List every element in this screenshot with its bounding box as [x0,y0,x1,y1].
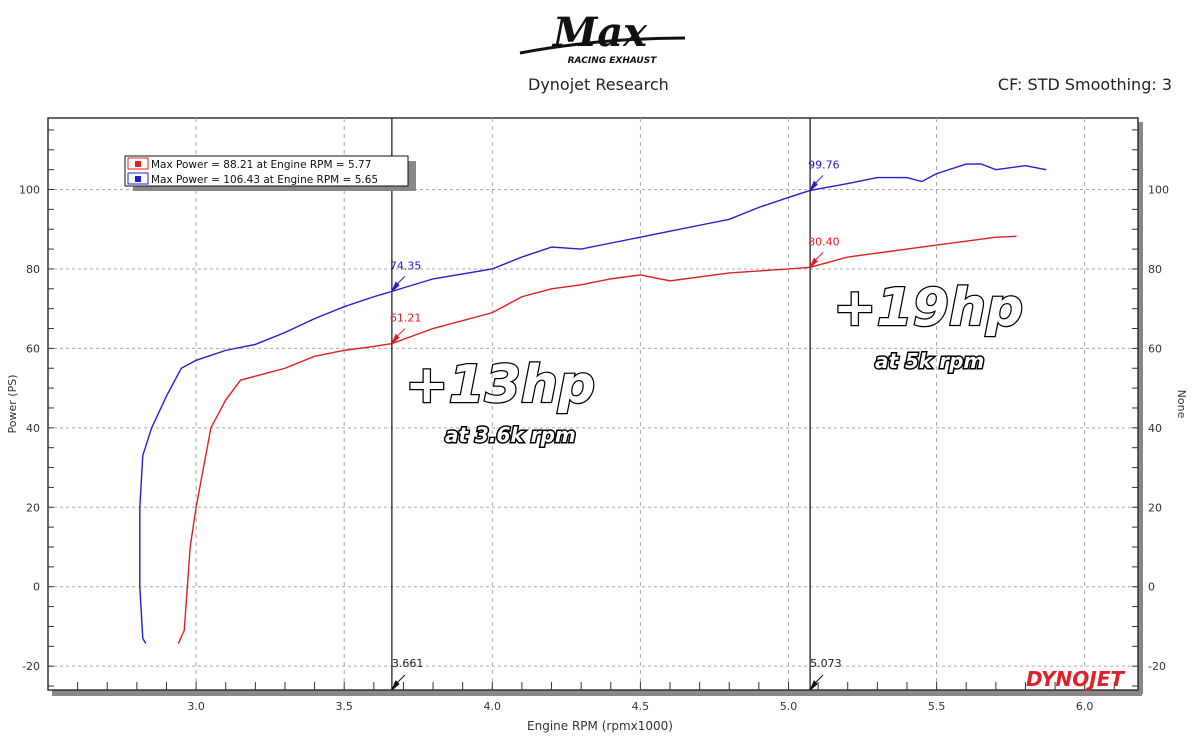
x-tick-label: 4.5 [632,700,650,713]
svg-text:Max: Max [551,9,648,56]
red-cursor-arrow [809,252,824,268]
plot-area [47,117,1139,691]
cursor-rpm-label: 5.073 [810,657,842,670]
y2-tick-label: 40 [1148,422,1162,435]
frame-shadow-right [1138,122,1143,694]
y-tick-label: 100 [19,184,40,197]
frame-shadow [52,690,1142,696]
x-tick-label: 6.0 [1076,700,1094,713]
x-tick-label: 3.0 [187,700,205,713]
y-tick-label: 80 [26,263,40,276]
gain-annotation: +19hp [833,278,1023,338]
y2-tick-label: 60 [1148,342,1162,355]
red-cursor-value: 61.21 [390,312,422,325]
y-tick-label: 40 [26,422,40,435]
y-tick-label: 0 [33,581,40,594]
max-racing-exhaust-logo: Max RACING EXHAUST [500,8,700,68]
red-power-line [177,235,1017,644]
blue-power-line [139,163,1047,644]
cursor-arrow [809,674,824,691]
dynojet-logo: DYNOJET [1026,667,1125,691]
blue-cursor-value: 74.35 [390,259,422,272]
y2-tick-label: -20 [1148,660,1166,673]
x-axis-label: Engine RPM (rpmx1000) [527,719,673,733]
cursor-rpm-label: 3.661 [392,657,424,670]
svg-text:RACING EXHAUST: RACING EXHAUST [568,56,658,66]
gain-rpm-annotation: at 5k rpm [875,349,984,373]
y-tick-label: 60 [26,342,40,355]
blue-cursor-value: 99.76 [808,158,840,171]
y2-tick-label: 100 [1148,184,1169,197]
y-tick-label: -20 [22,660,40,673]
y2-axis-label: None [1175,390,1188,419]
legend [124,155,409,187]
x-tick-label: 5.0 [780,700,798,713]
legend-entry: Max Power = 88.21 at Engine RPM = 5.77 [151,159,371,171]
x-tick-label: 4.0 [484,700,502,713]
cursor-arrow [391,674,406,691]
legend-entry: Max Power = 106.43 at Engine RPM = 5.65 [151,174,378,186]
y-tick-label: 20 [26,501,40,514]
red-cursor-arrow [391,328,406,344]
gain-rpm-annotation: at 3.6k rpm [445,423,576,447]
x-tick-label: 3.5 [335,700,353,713]
gain-annotation: +13hp [405,355,595,415]
chart-subtitle: Dynojet Research [528,75,669,94]
cf-smoothing-label: CF: STD Smoothing: 3 [997,75,1172,94]
blue-cursor-arrow [809,175,824,191]
y2-tick-label: 20 [1148,501,1162,514]
legend-swatch [135,176,141,182]
blue-cursor-arrow [391,276,406,292]
y-axis-label: Power (PS) [6,375,19,434]
x-tick-label: 5.5 [928,700,946,713]
y2-tick-label: 80 [1148,263,1162,276]
legend-swatch [135,161,141,167]
y2-tick-label: 0 [1148,581,1155,594]
red-cursor-value: 80.40 [808,235,840,248]
